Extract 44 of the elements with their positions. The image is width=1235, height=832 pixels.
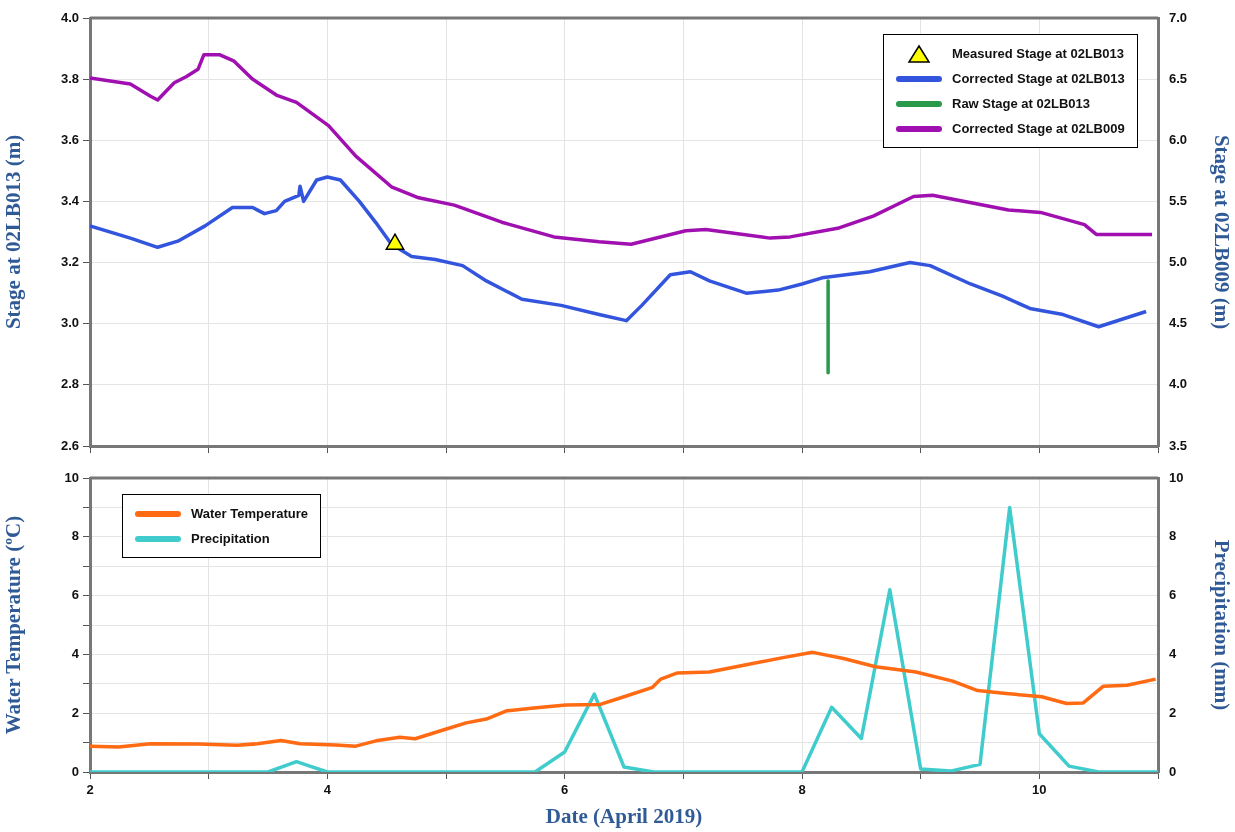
x-tick-label: 2: [86, 782, 94, 798]
y-tick-label: 3.2: [60, 254, 79, 270]
y-tick-label: 8: [71, 528, 79, 544]
x-tick-label: 4: [323, 782, 332, 798]
legend-label: Corrected Stage at 02LB009: [952, 121, 1125, 136]
y2-tick-label: 4.5: [1169, 315, 1188, 331]
y2-tick-label: 6: [1169, 587, 1177, 603]
y2-tick-label: 7.0: [1169, 9, 1188, 25]
y-axis-title: Water Temperature (ºC): [1, 515, 26, 735]
y-tick-label: 4.0: [60, 9, 79, 25]
y-axis-title: Stage at 02LB013 (m): [1, 134, 26, 330]
x-tick-label: 10: [1032, 782, 1047, 798]
x-tick-label: 6: [561, 782, 569, 798]
y-tick-label: 4: [71, 645, 80, 661]
y2-tick-label: 6.0: [1169, 131, 1188, 147]
y2-tick-label: 8: [1169, 528, 1177, 544]
y2-tick-label: 0: [1169, 763, 1177, 779]
legend-label: Precipitation: [191, 531, 270, 546]
legend-label: Corrected Stage at 02LB013: [952, 71, 1125, 86]
y-tick-label: 6: [71, 587, 79, 603]
y-tick-label: 2.6: [60, 437, 79, 453]
y-tick-label: 3.8: [60, 70, 79, 86]
y2-tick-label: 4: [1169, 645, 1177, 661]
y-tick-label: 3.4: [60, 193, 80, 209]
y-tick-label: 3.0: [60, 315, 79, 331]
y-tick-label: 2.8: [60, 376, 79, 392]
y2-tick-label: 4.0: [1169, 376, 1188, 392]
y2-axis-title: Precipitation (mm): [1209, 539, 1234, 711]
y-tick-label: 2: [71, 704, 79, 720]
y2-tick-label: 5.0: [1169, 254, 1188, 270]
y2-axis-title: Stage at 02LB009 (m): [1209, 134, 1234, 330]
legend-label: Water Temperature: [191, 506, 309, 521]
legend-label: Measured Stage at 02LB013: [952, 46, 1124, 61]
y2-tick-label: 6.5: [1169, 70, 1188, 86]
y-tick-label: 0: [71, 763, 79, 779]
x-axis-title: Date (April 2019): [545, 803, 703, 828]
y2-tick-label: 10: [1169, 469, 1184, 485]
y2-tick-label: 3.5: [1169, 437, 1188, 453]
legend-label: Raw Stage at 02LB013: [952, 96, 1091, 111]
y-tick-label: 3.6: [60, 131, 79, 147]
y-tick-label: 10: [64, 469, 79, 485]
y2-tick-label: 5.5: [1169, 193, 1188, 209]
x-tick-label: 8: [798, 782, 806, 798]
y2-tick-label: 2: [1169, 704, 1177, 720]
